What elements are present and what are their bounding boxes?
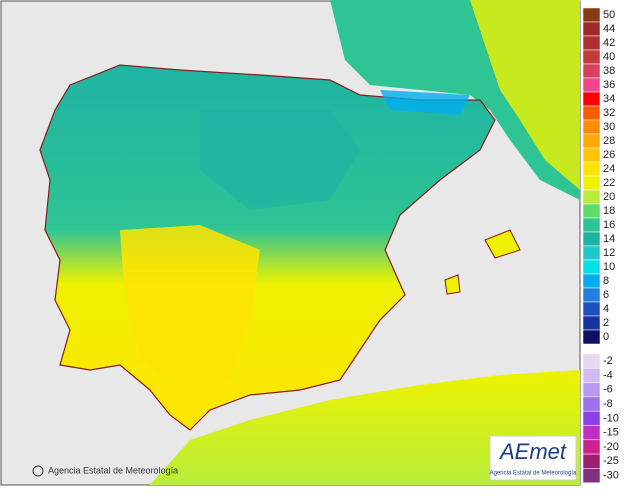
legend-label: -4 xyxy=(603,369,613,381)
legend-label: 40 xyxy=(603,51,615,63)
cold-pyrenees xyxy=(380,90,470,115)
legend-label: -8 xyxy=(603,398,613,410)
legend-label: 34 xyxy=(603,93,615,105)
legend-swatch xyxy=(582,231,601,247)
legend-label: -10 xyxy=(603,412,619,424)
legend-swatch xyxy=(582,273,601,289)
legend-swatch xyxy=(582,396,601,412)
legend-swatch xyxy=(582,189,601,205)
legend-swatch xyxy=(582,203,601,219)
copyright-icon xyxy=(32,465,44,477)
balearic-islands xyxy=(444,229,521,295)
legend-swatch xyxy=(582,382,601,398)
legend-label: 42 xyxy=(603,37,615,49)
legend-label: -20 xyxy=(603,441,619,453)
legend-label: 28 xyxy=(603,135,615,147)
legend-swatch xyxy=(582,7,601,23)
legend-swatch xyxy=(582,175,601,191)
legend-swatch xyxy=(582,49,601,65)
legend-label: 16 xyxy=(603,219,615,231)
legend-swatch xyxy=(582,259,601,275)
legend-label: 32 xyxy=(603,107,615,119)
legend-swatch xyxy=(582,217,601,233)
legend-swatch xyxy=(582,21,601,37)
legend-label: 10 xyxy=(603,261,615,273)
legend-swatch xyxy=(582,410,601,426)
legend-swatch xyxy=(582,105,601,121)
map: Agencia Estatal de Meteorología AEmet Ag… xyxy=(0,0,581,486)
legend-label: 22 xyxy=(603,177,615,189)
legend-swatch xyxy=(582,35,601,51)
legend-swatch xyxy=(582,147,601,163)
legend-swatch xyxy=(582,439,601,455)
legend-label: 0 xyxy=(603,331,609,343)
legend-label: 4 xyxy=(603,303,609,315)
cool-plateau xyxy=(200,110,360,210)
logo-name: AEmet xyxy=(498,439,567,464)
legend-label: 14 xyxy=(603,233,615,245)
legend-label: 26 xyxy=(603,149,615,161)
logo-box xyxy=(489,435,577,481)
legend-swatch xyxy=(582,329,601,345)
legend-swatch xyxy=(582,453,601,469)
legend-label: -25 xyxy=(603,455,619,467)
legend-label: 36 xyxy=(603,79,615,91)
legend-label: -30 xyxy=(603,469,619,481)
legend-label: 12 xyxy=(603,247,615,259)
legend-swatch xyxy=(582,119,601,135)
legend-swatch xyxy=(582,425,601,441)
legend-label: -6 xyxy=(603,384,613,396)
legend-swatch xyxy=(582,91,601,107)
legend-label: -2 xyxy=(603,355,613,367)
north-africa xyxy=(150,370,580,485)
legend-label: 6 xyxy=(603,289,609,301)
legend-swatch xyxy=(582,301,601,317)
legend-swatch xyxy=(582,368,601,383)
legend-swatch xyxy=(582,353,601,369)
legend-label: 18 xyxy=(603,205,615,217)
legend-label: 24 xyxy=(603,163,615,175)
legend-swatch xyxy=(582,63,601,79)
legend-label: 44 xyxy=(603,23,615,35)
legend-label: 50 xyxy=(603,9,615,21)
legend-label: 20 xyxy=(603,191,615,203)
legend-swatch xyxy=(582,315,601,331)
copyright: Agencia Estatal de Meteorología xyxy=(48,465,178,475)
legend-label: -15 xyxy=(603,427,619,439)
legend-swatch xyxy=(582,287,601,303)
warm-southwest xyxy=(120,225,260,390)
legend-swatch xyxy=(582,133,601,149)
legend-swatch xyxy=(582,245,601,261)
legend-label: 38 xyxy=(603,65,615,77)
logo-subtitle: Agencia Estatal de Meteorología xyxy=(490,471,577,477)
legend-swatch xyxy=(582,161,601,177)
legend-label: 2 xyxy=(603,317,609,329)
legend-swatch xyxy=(582,77,601,93)
legend-label: 30 xyxy=(603,121,615,133)
legend-label: 8 xyxy=(603,275,609,287)
legend-swatch xyxy=(582,468,601,483)
france-warm xyxy=(470,0,580,190)
